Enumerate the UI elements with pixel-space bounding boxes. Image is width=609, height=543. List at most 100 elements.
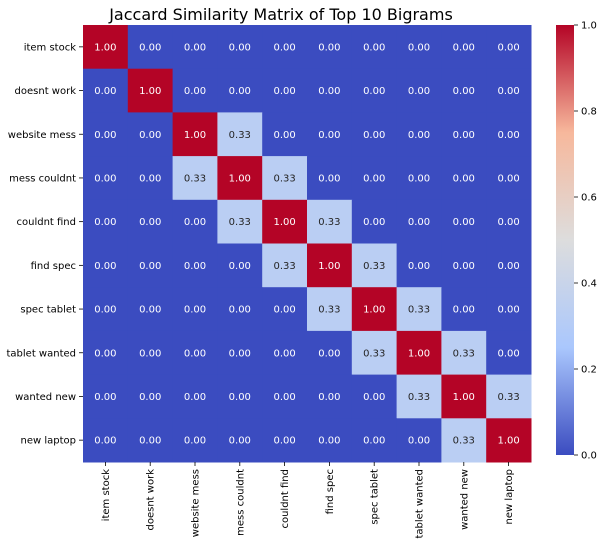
column-tick-label: website mess <box>191 469 202 537</box>
cell-value-label: 0.00 <box>94 217 116 228</box>
cell-value-label: 0.33 <box>453 436 475 447</box>
cell-value-label: 0.00 <box>453 86 475 97</box>
heatmap-cell <box>351 112 398 157</box>
cell-value-label: 0.00 <box>139 173 161 184</box>
heatmap-cell <box>486 68 532 113</box>
heatmap-cell <box>262 156 308 201</box>
heatmap-cell <box>441 418 487 463</box>
cell-value-label: 0.00 <box>184 392 206 403</box>
row-tick-label: doesnt work <box>15 86 77 97</box>
cell-value-label: 0.00 <box>408 261 430 272</box>
heatmap-cell <box>83 68 129 113</box>
heatmap-cell <box>217 330 263 376</box>
column-tick-label: find spec <box>325 469 336 514</box>
heatmap-cell <box>172 243 218 288</box>
row-tick-label: mess couldnt <box>9 173 76 184</box>
heatmap-cell <box>262 68 308 113</box>
column-tick-label: spec tablet <box>370 469 381 525</box>
cell-value-label: 0.00 <box>229 261 251 272</box>
cell-value-label: 0.00 <box>184 86 206 97</box>
heatmap-cell <box>217 68 263 113</box>
heatmap-cell <box>217 243 263 288</box>
heatmap-cell <box>396 330 442 376</box>
cell-value-label: 0.33 <box>497 392 519 403</box>
cell-value-label: 0.00 <box>139 436 161 447</box>
cell-value-label: 0.00 <box>229 348 251 359</box>
row-tick-label: new laptop <box>21 436 77 447</box>
heatmap-cell <box>127 418 174 463</box>
cell-value-label: 0.00 <box>318 42 340 53</box>
cell-value-label: 0.33 <box>273 173 295 184</box>
cell-value-label: 0.00 <box>497 173 519 184</box>
cell-value-label: 0.00 <box>408 86 430 97</box>
colorbar-tick-label: 0.8 <box>581 107 597 118</box>
cell-value-label: 0.00 <box>94 130 116 141</box>
heatmap-cell <box>396 418 442 463</box>
cell-value-label: 0.33 <box>229 217 251 228</box>
heatmap-cell <box>127 68 174 113</box>
heatmap-cell <box>262 25 308 70</box>
heatmap-cell <box>217 156 263 201</box>
cell-value-label: 0.00 <box>453 217 475 228</box>
heatmap-cell <box>127 374 174 419</box>
heatmap-cell <box>83 374 129 419</box>
cell-value-label: 0.00 <box>184 217 206 228</box>
heatmap-cell <box>441 374 487 419</box>
heatmap-cell <box>486 156 532 201</box>
cell-value-label: 0.00 <box>497 42 519 53</box>
cell-value-label: 0.00 <box>139 348 161 359</box>
cell-value-label: 0.33 <box>318 305 340 316</box>
cell-value-label: 0.00 <box>408 42 430 53</box>
heatmap-cell <box>307 68 353 113</box>
heatmap-cell <box>307 25 353 70</box>
heatmap-cell <box>83 112 129 157</box>
row-tick-label: item stock <box>24 42 77 53</box>
heatmap-cell <box>351 418 398 463</box>
cell-value-label: 0.33 <box>453 348 475 359</box>
column-tick-label: new laptop <box>504 469 515 525</box>
heatmap-cell <box>396 374 442 419</box>
heatmap-cell <box>307 243 353 288</box>
heatmap-cell <box>441 330 487 376</box>
cell-value-label: 0.33 <box>318 217 340 228</box>
heatmap-cell <box>83 330 129 376</box>
heatmap-cell <box>172 330 218 376</box>
heatmap-cell <box>127 330 174 376</box>
heatmap-cell <box>351 199 398 244</box>
heatmap-cell <box>127 243 174 288</box>
cell-value-label: 0.00 <box>497 261 519 272</box>
heatmap-cell <box>172 25 218 70</box>
cell-value-label: 1.00 <box>94 42 116 53</box>
cell-value-label: 0.33 <box>363 261 385 272</box>
heatmap-cell <box>486 199 532 244</box>
cell-value-label: 0.00 <box>229 86 251 97</box>
heatmap-cell <box>217 374 263 419</box>
cell-value-label: 0.00 <box>408 173 430 184</box>
heatmap-cell <box>127 112 174 157</box>
heatmap-cell <box>396 199 442 244</box>
cell-value-label: 0.00 <box>273 348 295 359</box>
heatmap-cell <box>441 68 487 113</box>
heatmap-cell <box>172 374 218 419</box>
heatmap-cell <box>83 287 129 332</box>
heatmap-cell <box>351 25 398 70</box>
heatmap-cell <box>172 287 218 332</box>
cell-value-label: 0.00 <box>408 130 430 141</box>
row-tick-label: tablet wanted <box>7 348 77 359</box>
cell-value-label: 0.00 <box>497 305 519 316</box>
heatmap-cell <box>351 243 398 288</box>
cell-value-label: 0.00 <box>318 436 340 447</box>
cell-value-label: 1.00 <box>139 86 161 97</box>
cell-value-label: 0.00 <box>273 392 295 403</box>
heatmap-cell <box>83 25 129 70</box>
cell-value-label: 0.00 <box>497 130 519 141</box>
cell-value-label: 1.00 <box>273 217 295 228</box>
heatmap-cell <box>307 374 353 419</box>
cell-value-label: 0.00 <box>273 305 295 316</box>
cell-value-label: 0.00 <box>363 42 385 53</box>
heatmap-cells: 1.00 0.00 0.00 0.00 0.00 0.00 0.00 0.00 0.00 0.00… <box>83 25 532 463</box>
cell-value-label: 0.00 <box>363 217 385 228</box>
cell-value-label: 0.33 <box>229 130 251 141</box>
cell-value-label: 0.33 <box>408 305 430 316</box>
row-tick-labels: item stock doesnt work website mess mess co… <box>7 42 83 447</box>
